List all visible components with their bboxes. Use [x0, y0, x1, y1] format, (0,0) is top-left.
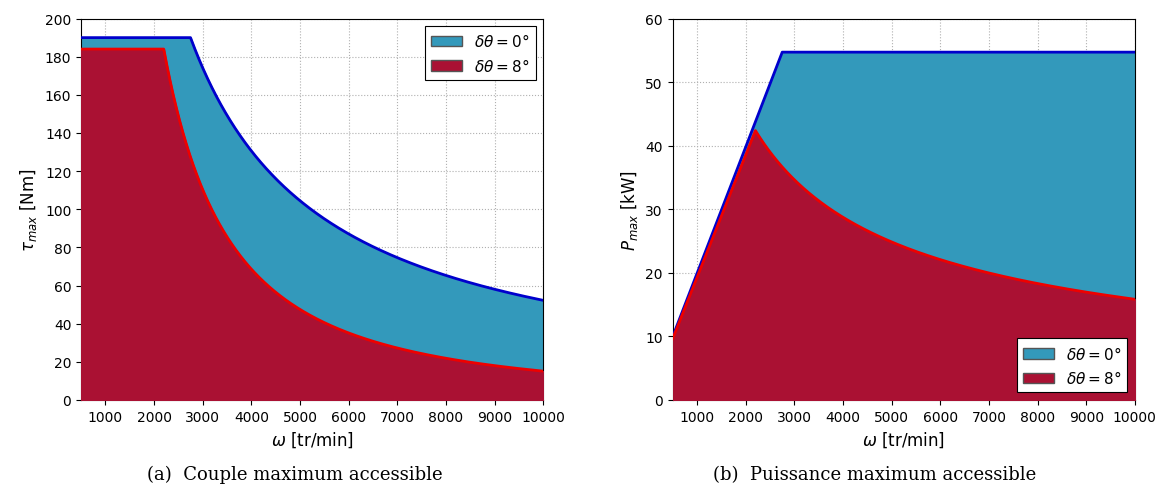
- X-axis label: $\omega$ [tr/min]: $\omega$ [tr/min]: [863, 429, 945, 449]
- Text: (a)  Couple maximum accessible: (a) Couple maximum accessible: [147, 465, 444, 483]
- X-axis label: $\omega$ [tr/min]: $\omega$ [tr/min]: [271, 429, 353, 449]
- Legend: $\delta\theta = 0°$, $\delta\theta = 8°$: $\delta\theta = 0°$, $\delta\theta = 8°$: [425, 27, 536, 81]
- Text: (b)  Puissance maximum accessible: (b) Puissance maximum accessible: [712, 465, 1036, 483]
- Y-axis label: $P_{max}$ [kW]: $P_{max}$ [kW]: [618, 169, 639, 250]
- Y-axis label: $\tau_{max}$ [Nm]: $\tau_{max}$ [Nm]: [19, 168, 39, 251]
- Legend: $\delta\theta = 0°$, $\delta\theta = 8°$: $\delta\theta = 0°$, $\delta\theta = 8°$: [1017, 339, 1127, 392]
